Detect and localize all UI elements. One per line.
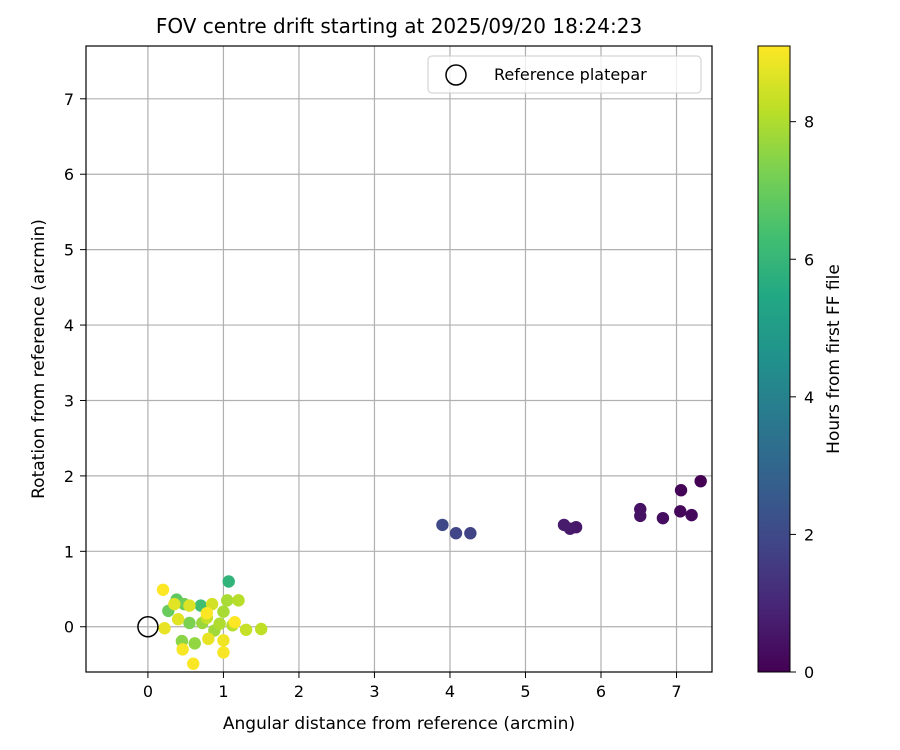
y-tick-label: 5 (64, 241, 74, 260)
data-point (674, 505, 687, 518)
colorbar-tick-label: 4 (804, 388, 814, 407)
x-axis-ticks: 0 1 2 3 4 5 6 7 (143, 672, 682, 701)
data-point (239, 623, 253, 636)
y-tick-label: 4 (64, 316, 74, 335)
data-point (200, 606, 214, 620)
data-point (464, 527, 477, 540)
data-point (694, 474, 707, 488)
data-point (183, 599, 196, 612)
x-tick-label: 7 (671, 682, 681, 701)
data-point (158, 622, 171, 635)
legend-box (427, 55, 702, 94)
y-tick-label: 0 (64, 618, 74, 637)
data-point (222, 575, 235, 588)
colorbar-gradient (757, 45, 791, 673)
x-tick-label: 0 (143, 682, 153, 701)
x-axis-label: Angular distance from reference (arcmin) (223, 714, 575, 734)
grid-lines (86, 46, 712, 672)
colorbar-label: Hours from first FF file (824, 264, 844, 454)
data-point (168, 597, 181, 611)
legend-entry-reference: Reference platepar (494, 65, 647, 84)
legend: Reference platepar (427, 55, 702, 94)
data-point (217, 634, 230, 647)
data-point (232, 594, 245, 607)
data-point (183, 616, 196, 630)
data-point (205, 597, 219, 611)
colorbar: 0 2 4 6 8 Hours from first FF file (757, 45, 844, 682)
data-point (557, 518, 571, 532)
chart-title: FOV centre drift starting at 2025/09/20 … (156, 14, 642, 38)
data-point (171, 613, 185, 626)
x-tick-label: 2 (294, 682, 304, 701)
data-point (254, 622, 268, 636)
legend-marker-reference (445, 64, 467, 86)
colorbar-tick-label: 2 (804, 525, 814, 544)
plot-area-frame (85, 45, 713, 673)
data-point (217, 605, 230, 618)
data-point (228, 616, 241, 629)
colorbar-tick-label: 0 (804, 663, 814, 682)
reference-point-marker (137, 615, 159, 638)
data-point (156, 583, 170, 596)
data-point (217, 646, 230, 659)
y-axis-label: Rotation from reference (arcmin) (29, 219, 49, 499)
data-point (213, 617, 226, 630)
data-point (221, 594, 234, 607)
data-point (656, 511, 670, 525)
data-point (187, 657, 200, 670)
x-tick-label: 4 (445, 682, 455, 701)
data-point (202, 632, 215, 646)
x-tick-label: 1 (218, 682, 228, 701)
x-tick-label: 3 (369, 682, 379, 701)
colorbar-ticks: 0 2 4 6 8 (790, 113, 814, 682)
data-point (685, 508, 698, 522)
data-points (137, 474, 707, 670)
colorbar-tick-label: 8 (804, 113, 814, 132)
data-point (188, 637, 201, 650)
x-tick-label: 6 (596, 682, 606, 701)
y-tick-label: 1 (64, 542, 74, 561)
data-point (436, 518, 449, 532)
y-tick-label: 6 (64, 165, 74, 184)
y-axis-ticks: 0 1 2 3 4 5 6 7 (64, 90, 86, 637)
colorbar-tick-label: 6 (804, 250, 814, 269)
y-tick-label: 7 (64, 90, 74, 109)
data-point (674, 484, 688, 497)
data-point (449, 527, 463, 540)
y-tick-label: 3 (64, 391, 74, 410)
y-tick-label: 2 (64, 467, 74, 486)
data-point (176, 643, 189, 656)
x-tick-label: 5 (520, 682, 530, 701)
data-point (634, 509, 647, 523)
